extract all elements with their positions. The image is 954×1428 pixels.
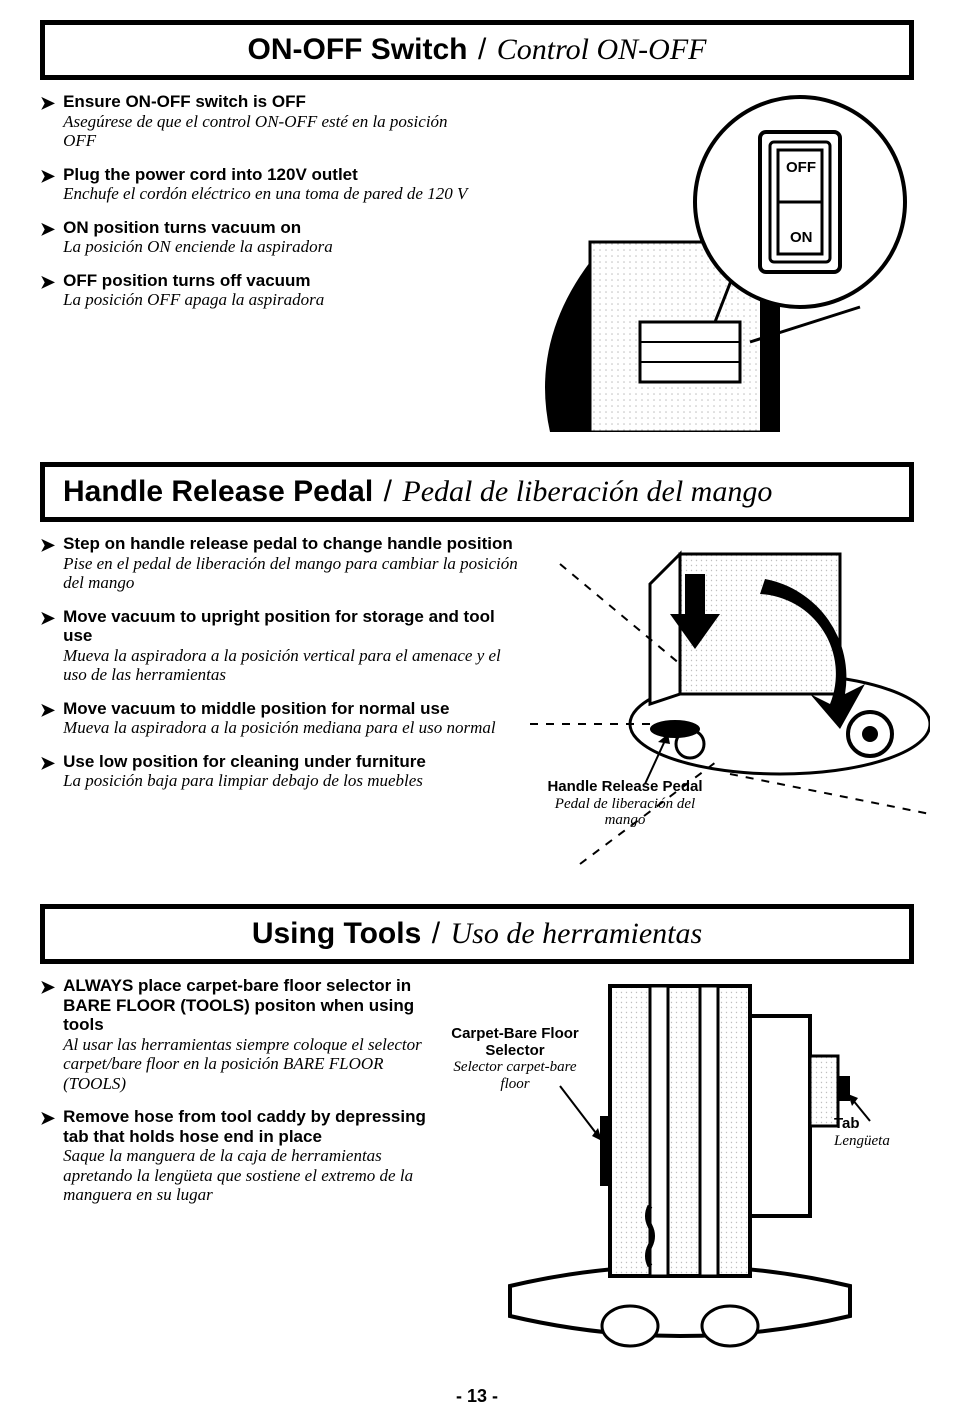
bullet-en: Step on handle release pedal to change h… [63,534,520,554]
switch-off-label: OFF [786,159,816,176]
bullet-es: La posición OFF apaga la aspiradora [63,290,480,310]
bullet-arrow-icon: ➤ [40,219,55,239]
figure-label-tab: Tab Lengüeta [834,1116,924,1149]
title-es: Uso de herramientas [451,917,703,950]
bullet-en: Use low position for cleaning under furn… [63,752,520,772]
title-slash: / [478,33,486,66]
bullet-item: ➤ Move vacuum to upright position for st… [40,607,520,685]
section-title-onoff: ON-OFF Switch / Control ON-OFF [40,20,914,80]
bullet-es: La posición baja para limpiar debajo de … [63,771,520,791]
section-body-pedal: ➤ Step on handle release pedal to change… [40,534,914,874]
manual-page: ON-OFF Switch / Control ON-OFF ➤ Ensure … [0,0,954,1427]
title-es: Pedal de liberación del mango [402,475,772,508]
section-title-pedal: Handle Release Pedal / Pedal de liberaci… [40,462,914,522]
figure-label-selector: Carpet-Bare Floor Selector Selector carp… [450,1026,580,1092]
bullet-list: ➤ Step on handle release pedal to change… [40,534,520,805]
bullet-arrow-icon: ➤ [40,753,55,773]
switch-on-label: ON [790,229,813,246]
bullet-list: ➤ Ensure ON-OFF switch is OFF Asegúrese … [40,92,480,324]
bullet-arrow-icon: ➤ [40,535,55,555]
bullet-en: ON position turns vacuum on [63,218,480,238]
bullet-item: ➤ Remove hose from tool caddy by depress… [40,1107,440,1205]
bullet-arrow-icon: ➤ [40,93,55,113]
bullet-en: ALWAYS place carpet-bare floor selector … [63,976,440,1035]
bullet-es: Pise en el pedal de liberación del mango… [63,554,520,593]
bullet-es: La posición ON enciende la aspiradora [63,237,480,257]
bullet-es: Mueva la aspiradora a la posición median… [63,718,520,738]
bullet-arrow-icon: ➤ [40,608,55,628]
bullet-item: ➤ ON position turns vacuum on La posició… [40,218,480,257]
section-body-onoff: ➤ Ensure ON-OFF switch is OFF Asegúrese … [40,92,914,432]
bullet-arrow-icon: ➤ [40,272,55,292]
bullet-en: Move vacuum to upright position for stor… [63,607,520,646]
bullet-en: OFF position turns off vacuum [63,271,480,291]
bullet-arrow-icon: ➤ [40,977,55,997]
bullet-es: Asegúrese de que el control ON-OFF esté … [63,112,480,151]
bullet-en: Remove hose from tool caddy by depressin… [63,1107,440,1146]
figure-onoff-switch: OFF ON [490,92,914,432]
title-en: ON-OFF Switch [248,33,468,66]
figure-label-pedal: Handle Release Pedal Pedal de liberación… [535,779,715,829]
bullet-item: ➤ ALWAYS place carpet-bare floor selecto… [40,976,440,1093]
title-es: Control ON-OFF [497,33,707,66]
bullet-en: Move vacuum to middle position for norma… [63,699,520,719]
page-number: - 13 - [40,1386,914,1407]
bullet-es: Mueva la aspiradora a la posición vertic… [63,646,520,685]
figure-tools: Carpet-Bare Floor Selector Selector carp… [450,976,914,1356]
bullet-en: Plug the power cord into 120V outlet [63,165,480,185]
bullet-item: ➤ Ensure ON-OFF switch is OFF Asegúrese … [40,92,480,151]
title-en: Using Tools [252,917,421,950]
bullet-list: ➤ ALWAYS place carpet-bare floor selecto… [40,976,440,1219]
bullet-item: ➤ Move vacuum to middle position for nor… [40,699,520,738]
bullet-item: ➤ OFF position turns off vacuum La posic… [40,271,480,310]
bullet-arrow-icon: ➤ [40,700,55,720]
section-body-tools: ➤ ALWAYS place carpet-bare floor selecto… [40,976,914,1356]
bullet-arrow-icon: ➤ [40,1108,55,1128]
title-slash: / [384,475,392,508]
bullet-item: ➤ Use low position for cleaning under fu… [40,752,520,791]
title-slash: / [432,917,440,950]
figure-pedal: Handle Release Pedal Pedal de liberación… [530,534,930,874]
bullet-es: Enchufe el cordón eléctrico en una toma … [63,184,480,204]
bullet-item: ➤ Step on handle release pedal to change… [40,534,520,593]
section-title-tools: Using Tools / Uso de herramientas [40,904,914,964]
bullet-es: Saque la manguera de la caja de herramie… [63,1146,440,1205]
bullet-item: ➤ Plug the power cord into 120V outlet E… [40,165,480,204]
bullet-en: Ensure ON-OFF switch is OFF [63,92,480,112]
bullet-arrow-icon: ➤ [40,166,55,186]
title-en: Handle Release Pedal [63,475,373,508]
bullet-es: Al usar las herramientas siempre coloque… [63,1035,440,1094]
